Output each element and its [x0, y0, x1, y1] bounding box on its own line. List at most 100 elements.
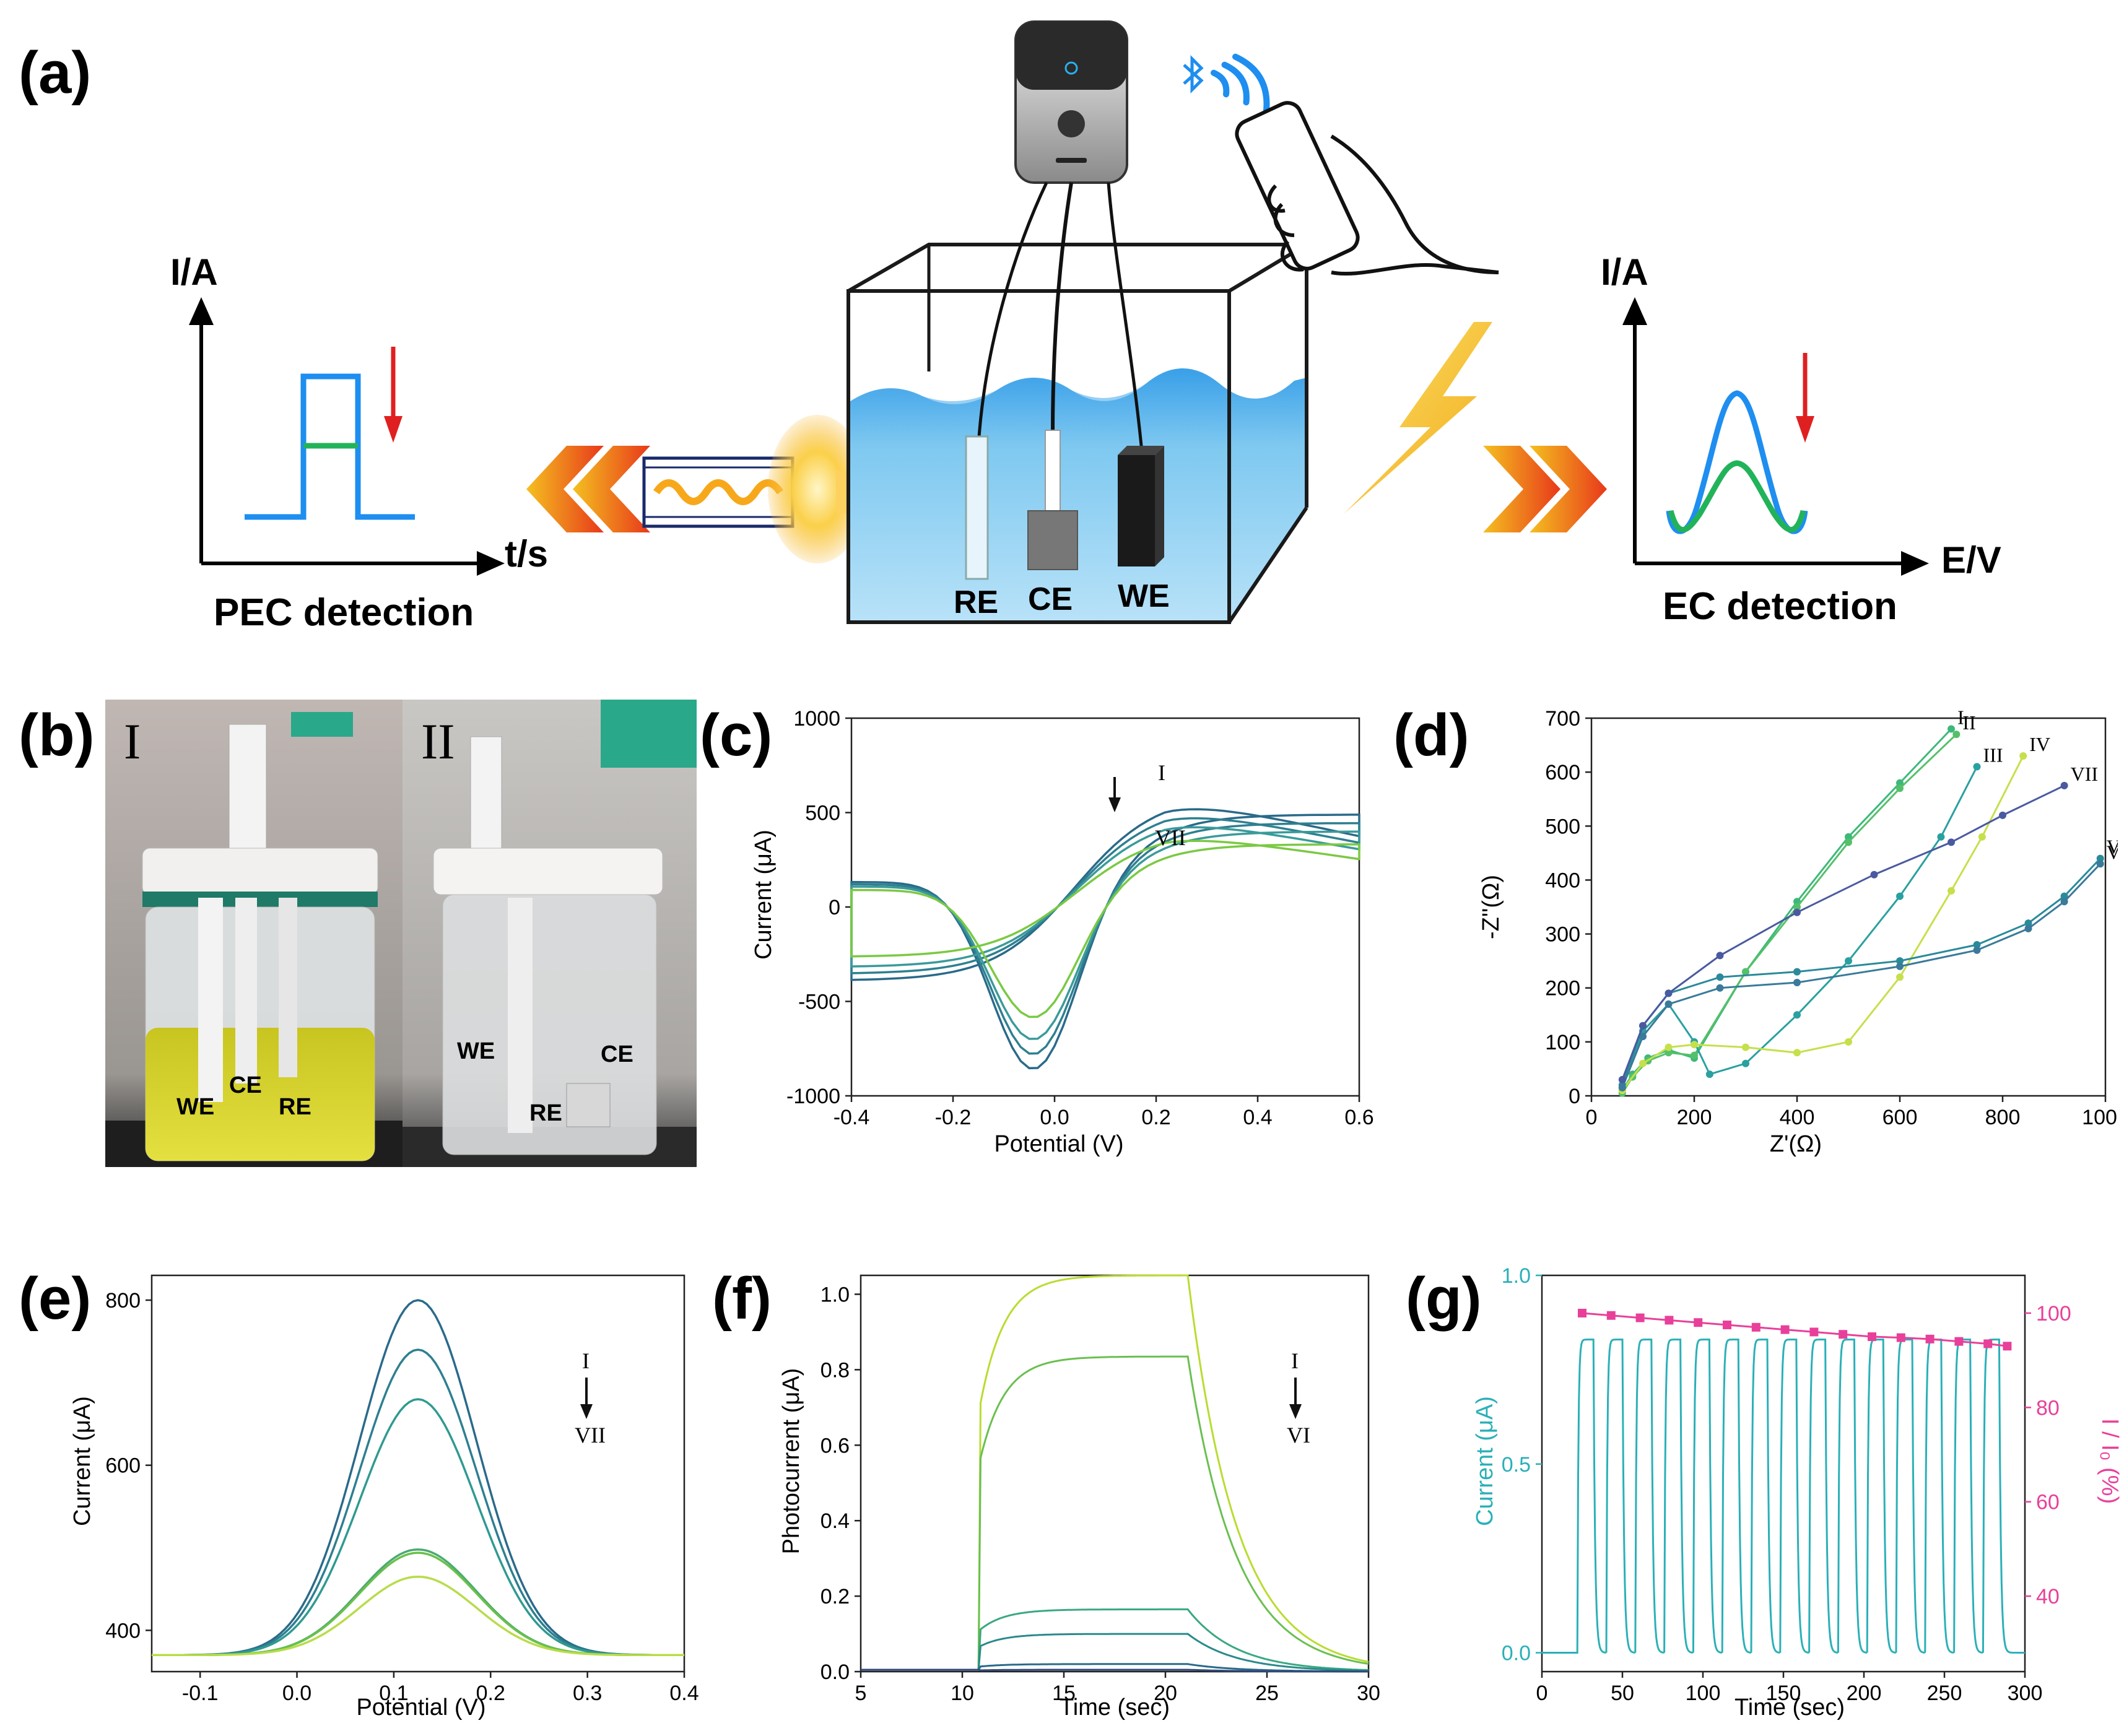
- nyquist-point-II: [1896, 784, 1904, 792]
- electrode-label-we: WE: [1118, 578, 1170, 614]
- nyquist-point-IV: [1948, 887, 1955, 895]
- ec-xlabel: E/V: [1941, 539, 2001, 581]
- nyquist-point-VI: [1896, 962, 1904, 970]
- electrode-label-re: RE: [954, 584, 998, 620]
- nyquist-point-IV: [1793, 1049, 1801, 1057]
- panel-label-d: (d): [1393, 702, 1469, 768]
- chart-c-xlabel: Potential (V): [994, 1131, 1123, 1157]
- nyquist-point-VII: [1948, 838, 1955, 846]
- nyquist-point-II: [1793, 903, 1801, 911]
- chart-d-ytick-label: 200: [1545, 977, 1580, 1000]
- ce-wire: [1051, 182, 1073, 434]
- cv-curve-VII: [850, 840, 1360, 1018]
- pec-ylabel: I/A: [170, 251, 218, 293]
- chart-c-ytick-label: -500: [798, 991, 840, 1014]
- chart-f-ytick-label: 0.4: [820, 1509, 850, 1533]
- chart-c-ylabel: Current (μA): [751, 830, 777, 960]
- left-chevrons: [526, 446, 650, 532]
- stability-ratio-point: [1751, 1322, 1761, 1332]
- panel-label-g: (g): [1406, 1265, 1482, 1332]
- chart-g-xtick-label: 300: [2008, 1682, 2043, 1705]
- smartphone-in-hand: [1235, 101, 1499, 276]
- pec-caption: PEC detection: [214, 591, 474, 634]
- photo-I: I WE CE RE: [105, 700, 403, 1167]
- nyquist-point-VI: [1716, 984, 1724, 992]
- chart-e-ytick-label: 800: [105, 1289, 141, 1313]
- wifi-signal-icon: [1211, 53, 1270, 114]
- chart-e-xtick-label: 0.0: [282, 1682, 311, 1705]
- chart-d-ytick-label: 700: [1545, 707, 1580, 731]
- nyquist-point-IV: [1896, 973, 1904, 981]
- chart-c-xtick-label: 0.4: [1243, 1106, 1272, 1129]
- nyquist-point-V: [2024, 919, 2032, 927]
- chart-e-ytick-label: 600: [105, 1454, 141, 1478]
- pec-photocurrent-pulse: [245, 373, 415, 520]
- dpv-curve-I: [152, 1299, 684, 1657]
- chart-d-xtick-label: 200: [1677, 1106, 1712, 1129]
- cv-curve-II: [850, 817, 1360, 1055]
- nyquist-point-III: [1705, 1070, 1713, 1078]
- chart-f-xtick-label: 15: [1052, 1682, 1076, 1705]
- chart-e: -0.1 0.0 0.1 0.2 0.3 0.4 400 600 800 Potential (…: [69, 1274, 699, 1721]
- nyquist-point-III: [1973, 763, 1981, 771]
- nyquist-label-I: I: [1957, 706, 1964, 728]
- nyquist-point-V: [1793, 968, 1801, 976]
- nyquist-point-II: [1691, 1051, 1698, 1059]
- chart-g-ytick-right-label: 100: [2036, 1302, 2071, 1326]
- nyquist-point-VI: [1639, 1033, 1647, 1041]
- right-chevrons: [1483, 446, 1607, 532]
- chart-f-xtick-label: 10: [951, 1682, 974, 1705]
- stability-ratio-point: [1896, 1333, 1905, 1342]
- chart-d-ytick-label: 400: [1545, 869, 1580, 892]
- stability-ratio-point: [1780, 1325, 1790, 1334]
- nyquist-point-VII: [1870, 870, 1878, 879]
- nyquist-point-V: [1716, 973, 1724, 981]
- chart-d-xtick-label: 400: [1780, 1106, 1815, 1129]
- reference-electrode: [965, 435, 989, 580]
- ec-peak-green: [1668, 460, 1806, 533]
- chart-f-xtick-label: 25: [1255, 1682, 1279, 1705]
- chart-g-xtick-label: 150: [1766, 1682, 1801, 1705]
- wireless-potentiostat: [1014, 20, 1128, 184]
- chart-d-ytick-label: 500: [1545, 815, 1580, 838]
- chart-g-ytick-right-label: 60: [2036, 1491, 2060, 1514]
- panel-b-photos: I WE CE RE II WE CE RE: [105, 700, 697, 1167]
- nyquist-point-VI: [1618, 1083, 1626, 1092]
- panel-label-c: (c): [700, 702, 772, 768]
- chart-f-ylabel: Photocurrent (μA): [778, 1368, 804, 1555]
- chart-f-frame: [860, 1274, 1370, 1673]
- dpv-curve-V: [152, 1552, 684, 1657]
- working-electrode: [1118, 455, 1155, 566]
- counter-electrode-stem: [1045, 430, 1061, 514]
- nyquist-point-IV: [1742, 1043, 1749, 1051]
- chart-f-xtick-label: 5: [855, 1682, 867, 1705]
- stability-ratio-point: [1635, 1313, 1645, 1322]
- panel-label-e: (e): [19, 1265, 91, 1332]
- nyquist-point-IV: [2019, 752, 2027, 760]
- stability-ratio-point: [1954, 1337, 1964, 1346]
- chart-c-ytick-label: 1000: [793, 707, 840, 731]
- ec-caption: EC detection: [1663, 585, 1897, 628]
- photo-I-label-re: RE: [279, 1094, 311, 1120]
- chart-c-xtick-label: -0.2: [935, 1106, 972, 1129]
- chart-d-ylabel: -Z''(Ω): [1478, 875, 1504, 939]
- ec-ylabel: I/A: [1601, 251, 1648, 293]
- dpv-curve-VII: [152, 1575, 684, 1657]
- chart-d-ytick-label: 600: [1545, 761, 1580, 784]
- chart-e-annot-I: I: [582, 1348, 590, 1373]
- nyquist-line-VII: [1621, 784, 2065, 1080]
- chart-f-xtick-label: 30: [1357, 1682, 1380, 1705]
- chart-d-ytick-label: 300: [1545, 923, 1580, 947]
- photocurrent-curve-I: [861, 1274, 1369, 1671]
- counter-electrode-plate: [1027, 510, 1078, 570]
- stability-ratio-line: [1582, 1312, 2008, 1347]
- nyquist-label-VII: VII: [2071, 763, 2098, 785]
- nyquist-point-V: [1896, 957, 1904, 965]
- stability-ratio-point: [1839, 1330, 1848, 1339]
- nyquist-point-II: [1665, 1049, 1673, 1057]
- pec-graph: I/A t/s PEC detection: [170, 251, 548, 634]
- chart-e-xtick-label: -0.1: [182, 1682, 219, 1705]
- nyquist-point-III: [1793, 1011, 1801, 1019]
- chart-e-xtick-label: 0.1: [379, 1682, 408, 1705]
- nyquist-point-II: [1952, 731, 1961, 739]
